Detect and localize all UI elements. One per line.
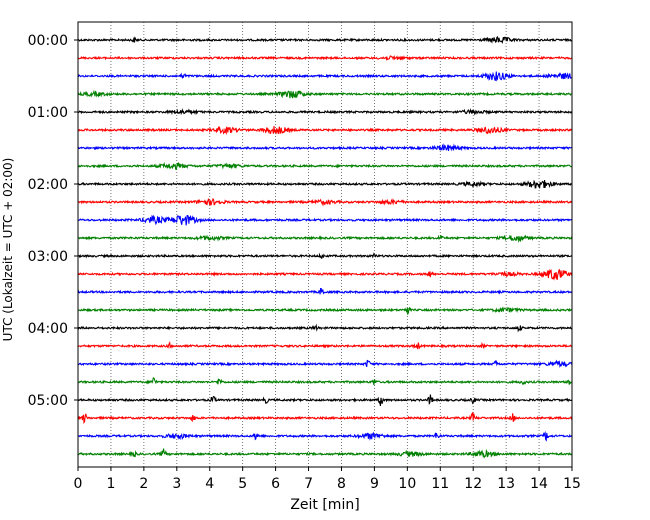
trace-0115 [78, 125, 573, 136]
x-tick-label: 0 [74, 476, 83, 492]
x-tick-label: 1 [106, 476, 115, 492]
x-tick-label: 14 [530, 476, 548, 492]
x-tick-label: 2 [139, 476, 148, 492]
x-grid [110, 22, 540, 467]
x-tick-label: 5 [238, 476, 247, 492]
y-axis-label: UTC (Lokalzeit = UTC + 02:00) [1, 158, 15, 342]
x-axis-label: Zeit [min] [290, 497, 359, 513]
trace-0245 [77, 234, 573, 243]
trace-0415 [77, 340, 573, 350]
seismic-traces [77, 35, 573, 459]
trace-0000 [77, 35, 573, 44]
y-axis-ticks: 00:00 01:00 02:00 03:00 04:00 05:00 [28, 33, 78, 409]
x-axis-ticks: 0 1 2 3 4 5 6 7 8 9 10 11 12 13 14 15 [74, 467, 581, 492]
trace-0400 [77, 323, 573, 333]
trace-0445 [77, 377, 573, 386]
trace-0045 [77, 89, 573, 99]
trace-0100 [77, 108, 573, 116]
trace-0030 [77, 71, 573, 82]
trace-0330 [77, 288, 573, 295]
y-tick-label: 03:00 [28, 249, 68, 265]
trace-0130 [77, 143, 573, 152]
trace-0430 [77, 359, 573, 368]
trace-0315 [77, 268, 573, 281]
x-tick-label: 7 [304, 476, 313, 492]
y-tick-label: 01:00 [28, 105, 68, 121]
plot-frame [77, 21, 573, 468]
x-tick-label: 13 [497, 476, 515, 492]
x-tick-label: 3 [172, 476, 181, 492]
x-tick-label: 12 [464, 476, 482, 492]
trace-0530 [77, 430, 573, 442]
trace-0500 [77, 394, 573, 407]
x-tick-label: 8 [337, 476, 346, 492]
trace-0215 [77, 197, 573, 207]
trace-0230 [77, 214, 573, 226]
x-tick-label: 6 [271, 476, 280, 492]
trace-0145 [77, 161, 573, 170]
x-tick-label: 11 [431, 476, 449, 492]
trace-0200 [77, 179, 573, 189]
trace-0545 [77, 448, 573, 459]
x-tick-label: 4 [205, 476, 214, 492]
y-tick-label: 00:00 [28, 33, 68, 49]
trace-0015 [77, 55, 573, 62]
y-tick-label: 04:00 [28, 321, 68, 337]
x-tick-label: 15 [563, 476, 581, 492]
y-tick-label: 05:00 [28, 393, 68, 409]
trace-0300 [77, 252, 573, 260]
y-tick-label: 02:00 [28, 177, 68, 193]
trace-0515 [77, 412, 573, 425]
x-tick-label: 9 [370, 476, 379, 492]
trace-0345 [78, 306, 573, 316]
x-tick-label: 10 [398, 476, 416, 492]
